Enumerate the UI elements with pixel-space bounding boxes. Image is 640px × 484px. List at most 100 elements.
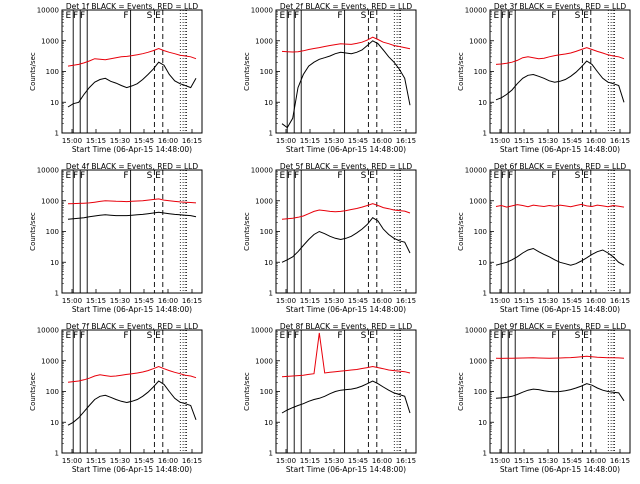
- x-tick-label: 16:15: [182, 457, 202, 465]
- event-marker-label: S: [361, 331, 367, 341]
- y-tick-label: 10: [264, 99, 273, 107]
- y-tick-label: 10: [478, 419, 487, 427]
- x-tick-label: 16:15: [610, 457, 630, 465]
- x-tick-label: 16:00: [158, 137, 178, 145]
- event-marker-label: S: [147, 11, 153, 21]
- event-marker-label: E: [155, 331, 161, 341]
- y-tick-label: 1: [483, 450, 487, 458]
- event-marker-label: S: [575, 331, 581, 341]
- y-tick-label: 100: [474, 228, 487, 236]
- detector-panel-9: Det 9f BLACK = Events, RED = LLD 1 10 100 10…: [457, 322, 631, 474]
- event-marker-label: F: [80, 171, 85, 181]
- panel-title: Det 6f BLACK = Events, RED = LLD: [494, 162, 627, 171]
- y-tick-label: 1000: [255, 357, 273, 365]
- plot-frame: [61, 169, 203, 294]
- y-tick-label: 10000: [37, 7, 59, 15]
- y-tick-label: 1000: [41, 197, 59, 205]
- y-axis-label: Counts/sec: [29, 212, 37, 251]
- y-axis-label: Counts/sec: [457, 212, 465, 251]
- event-marker-label: E: [369, 171, 375, 181]
- series-line: [67, 61, 197, 108]
- x-tick-label: 15:45: [134, 137, 154, 145]
- event-marker-label: F: [337, 11, 342, 21]
- event-marker-label: E: [155, 11, 161, 21]
- event-marker-label: F: [287, 331, 292, 341]
- x-tick-label: 15:30: [110, 137, 130, 145]
- x-tick-label: 15:45: [562, 457, 582, 465]
- x-tick-label: 15:00: [276, 137, 296, 145]
- y-tick-label: 1: [55, 290, 59, 298]
- x-tick-label: 15:15: [514, 297, 534, 305]
- x-tick-label: 16:00: [586, 297, 606, 305]
- y-tick-label: 10: [478, 259, 487, 267]
- x-tick-label: 15:30: [324, 457, 344, 465]
- x-tick-label: 15:15: [86, 137, 106, 145]
- x-tick-label: 16:15: [610, 297, 630, 305]
- plot-frame: [489, 169, 631, 294]
- x-tick-label: 16:00: [586, 457, 606, 465]
- x-tick-label: 16:15: [396, 297, 416, 305]
- y-tick-label: 10: [50, 259, 59, 267]
- x-axis-label: Start Time (06-Apr-15 14:48:00): [500, 305, 620, 314]
- series-line: [67, 380, 197, 426]
- event-marker-label: S: [575, 171, 581, 181]
- x-tick-label: 15:30: [324, 137, 344, 145]
- y-axis-label: Counts/sec: [457, 52, 465, 91]
- event-marker-label: F: [73, 11, 78, 21]
- event-marker-label: E: [66, 171, 72, 181]
- event-marker-label: F: [501, 171, 506, 181]
- event-marker-label: F: [80, 331, 85, 341]
- x-tick-label: 15:00: [62, 137, 82, 145]
- event-marker-label: E: [583, 11, 589, 21]
- y-tick-label: 1: [55, 130, 59, 138]
- x-tick-label: 16:00: [158, 457, 178, 465]
- series-line: [67, 198, 197, 205]
- x-tick-label: 15:15: [514, 457, 534, 465]
- event-marker-label: F: [123, 171, 128, 181]
- event-marker-label: F: [287, 171, 292, 181]
- event-marker-label: F: [287, 11, 292, 21]
- panel-title: Det 3f BLACK = Events, RED = LLD: [494, 2, 627, 11]
- event-marker-label: F: [294, 331, 299, 341]
- y-axis-label: Counts/sec: [29, 372, 37, 411]
- x-tick-label: 15:45: [348, 137, 368, 145]
- y-tick-label: 10: [50, 99, 59, 107]
- plot-frame: [61, 329, 203, 454]
- event-marker-label: E: [280, 171, 286, 181]
- detector-panel-2: Det 2f BLACK = Events, RED = LLD 1 10 100 10…: [243, 2, 417, 154]
- series-line: [281, 332, 411, 378]
- event-marker-label: F: [294, 171, 299, 181]
- x-tick-label: 16:15: [182, 297, 202, 305]
- y-tick-label: 100: [46, 228, 59, 236]
- event-marker-label: F: [80, 11, 85, 21]
- x-tick-label: 16:00: [372, 297, 392, 305]
- y-tick-label: 1000: [255, 197, 273, 205]
- y-tick-label: 10: [264, 419, 273, 427]
- y-tick-label: 10000: [465, 327, 487, 335]
- plot-frame: [61, 9, 203, 134]
- y-tick-label: 10000: [251, 7, 273, 15]
- y-tick-label: 10000: [465, 167, 487, 175]
- event-marker-label: F: [508, 331, 513, 341]
- event-marker-label: E: [369, 11, 375, 21]
- event-marker-label: F: [551, 331, 556, 341]
- x-tick-label: 15:00: [490, 297, 510, 305]
- detector-panel-6: Det 6f BLACK = Events, RED = LLD 1 10 100 10…: [457, 162, 631, 314]
- y-tick-label: 10: [50, 419, 59, 427]
- x-tick-label: 15:45: [134, 297, 154, 305]
- event-marker-label: F: [508, 171, 513, 181]
- x-tick-label: 15:00: [490, 137, 510, 145]
- x-tick-label: 15:15: [300, 297, 320, 305]
- y-tick-label: 10000: [37, 327, 59, 335]
- plot-frame: [275, 9, 417, 134]
- series-line: [281, 36, 411, 53]
- event-marker-label: E: [583, 331, 589, 341]
- y-tick-label: 1000: [41, 357, 59, 365]
- event-marker-label: E: [280, 331, 286, 341]
- y-tick-label: 100: [46, 68, 59, 76]
- y-tick-label: 10000: [465, 7, 487, 15]
- event-marker-label: F: [551, 11, 556, 21]
- event-marker-label: E: [369, 331, 375, 341]
- event-marker-label: E: [494, 171, 500, 181]
